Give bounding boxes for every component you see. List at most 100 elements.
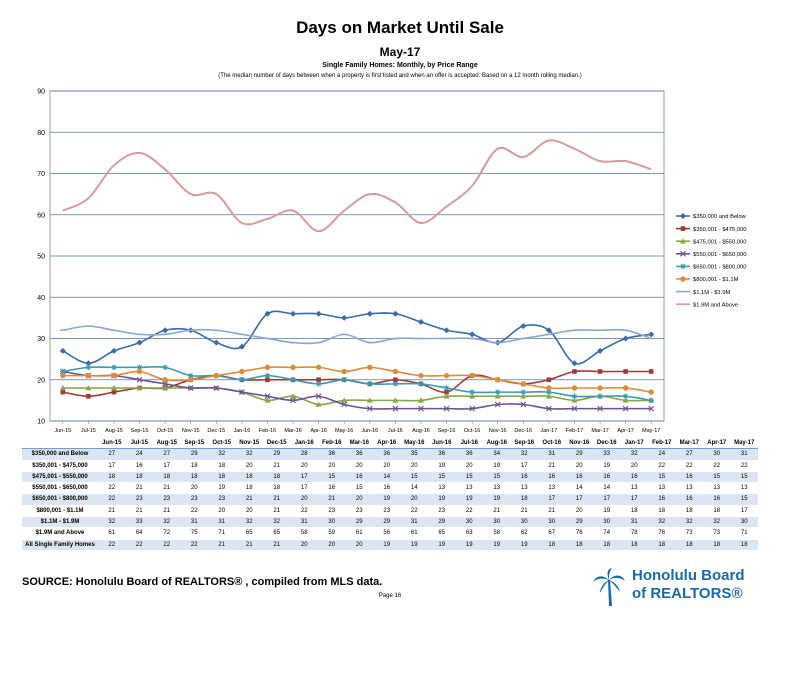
table-cell: 16 — [345, 471, 373, 484]
data-point — [520, 389, 527, 395]
data-point — [443, 327, 450, 334]
table-cell: 21 — [125, 482, 153, 495]
y-tick-label: 30 — [37, 336, 45, 343]
table-column-header: Jan-17 — [620, 438, 648, 450]
table-cell: 20 — [345, 493, 373, 506]
data-point — [290, 376, 296, 383]
data-point — [545, 327, 552, 334]
table-cell: 21 — [263, 505, 291, 518]
table-cell: 17 — [538, 493, 566, 506]
x-tick-label: Nov-16 — [489, 428, 507, 434]
table-cell: 20 — [208, 505, 236, 518]
table-cell: 21 — [263, 493, 291, 506]
table-cell: 61 — [345, 527, 373, 540]
table-cell: 13 — [510, 482, 538, 495]
data-point — [571, 360, 578, 367]
table-cell: 22 — [675, 460, 703, 472]
table-cell: 36 — [455, 448, 483, 461]
table-cell: 18 — [180, 460, 208, 472]
table-cell: 16 — [373, 482, 401, 495]
table-cell: 29 — [373, 516, 401, 529]
table-cell: 22 — [290, 505, 318, 518]
legend-label: $800,001 - $1.1M — [693, 277, 739, 283]
table-cell: 19 — [593, 460, 621, 472]
data-point — [85, 364, 92, 371]
table-cell: 20 — [345, 539, 373, 551]
data-point — [623, 369, 628, 374]
table-cell: 22 — [125, 539, 153, 551]
table-cell: 21 — [235, 493, 263, 506]
table-cell: 23 — [180, 493, 208, 506]
x-tick-label: Oct-15 — [157, 428, 174, 434]
data-point — [111, 364, 117, 371]
data-point — [571, 405, 578, 412]
y-tick-label: 50 — [37, 254, 45, 261]
logo-text-line2: of REALTORS® — [632, 585, 743, 602]
table-cell: 31 — [400, 516, 428, 529]
table-cell: 18 — [208, 460, 236, 472]
table-cell: 19 — [400, 539, 428, 551]
data-point — [597, 369, 603, 374]
table-column-header: Aug-16 — [483, 438, 511, 450]
table-cell: 20 — [290, 539, 318, 551]
data-point — [341, 401, 348, 408]
row-label: $650,001 - $800,000 — [22, 493, 98, 506]
table-column-header: Jul-16 — [455, 438, 483, 450]
data-point — [265, 377, 270, 383]
table-cell: 22 — [400, 505, 428, 518]
table-cell: 32 — [153, 516, 181, 529]
table-column-header: May-16 — [400, 438, 428, 450]
data-point — [622, 335, 629, 342]
table-cell: 33 — [593, 448, 621, 461]
legend-label: $650,001 - $800,000 — [693, 265, 747, 271]
table-cell: 31 — [208, 516, 236, 529]
data-point — [316, 377, 321, 383]
table-cell: 15 — [318, 471, 346, 484]
table-cell: 31 — [180, 516, 208, 529]
table-cell: 18 — [263, 471, 291, 484]
table-cell: 16 — [648, 493, 676, 506]
table-cell: 14 — [565, 482, 593, 495]
x-tick-label: Jun-16 — [361, 428, 378, 434]
table-cell: 62 — [510, 527, 538, 540]
row-label: All Single Family Homes — [22, 539, 98, 551]
table-cell: 18 — [538, 539, 566, 551]
data-point — [520, 381, 526, 387]
data-point — [469, 372, 475, 379]
table-cell: 13 — [620, 482, 648, 495]
table-cell: 30 — [510, 516, 538, 529]
legend-label: $1.1M - $1.9M — [693, 290, 731, 296]
table-cell: 20 — [565, 460, 593, 472]
data-point — [597, 405, 603, 412]
series-4 — [59, 364, 655, 404]
y-tick-label: 40 — [37, 295, 45, 302]
data-point — [162, 385, 169, 391]
table-cell: 15 — [730, 493, 758, 506]
table-column-header: Feb-17 — [648, 438, 676, 450]
table-column-header: Oct-16 — [538, 438, 566, 450]
table-cell: 32 — [208, 448, 236, 461]
legend: $350,000 and Below $350,001 - $475,000 $47… — [676, 213, 747, 308]
table-cell: 64 — [125, 527, 153, 540]
table-cell: 22 — [98, 539, 126, 551]
x-tick-label: Sep-16 — [438, 428, 456, 434]
data-point — [239, 376, 245, 383]
data-point — [367, 364, 373, 371]
series-3 — [59, 368, 655, 412]
data-point — [545, 405, 552, 412]
data-point — [239, 368, 245, 375]
table-cell: 72 — [153, 527, 181, 540]
series-lines — [59, 139, 655, 412]
data-point — [238, 389, 245, 396]
x-tick-label: Dec-15 — [207, 428, 225, 434]
data-point — [136, 339, 143, 346]
table-cell: 75 — [180, 527, 208, 540]
data-point — [418, 381, 424, 387]
table-row: $350,001 - $475,000 17 16 17 18 18 20 21 20 20 20 2… — [22, 460, 758, 472]
table-cell: 16 — [703, 493, 731, 506]
x-tick-label: Sep-15 — [131, 428, 149, 434]
table-cell: 15 — [428, 471, 456, 484]
data-point — [187, 372, 194, 379]
table-cell: 14 — [400, 482, 428, 495]
table-cell: 13 — [538, 482, 566, 495]
